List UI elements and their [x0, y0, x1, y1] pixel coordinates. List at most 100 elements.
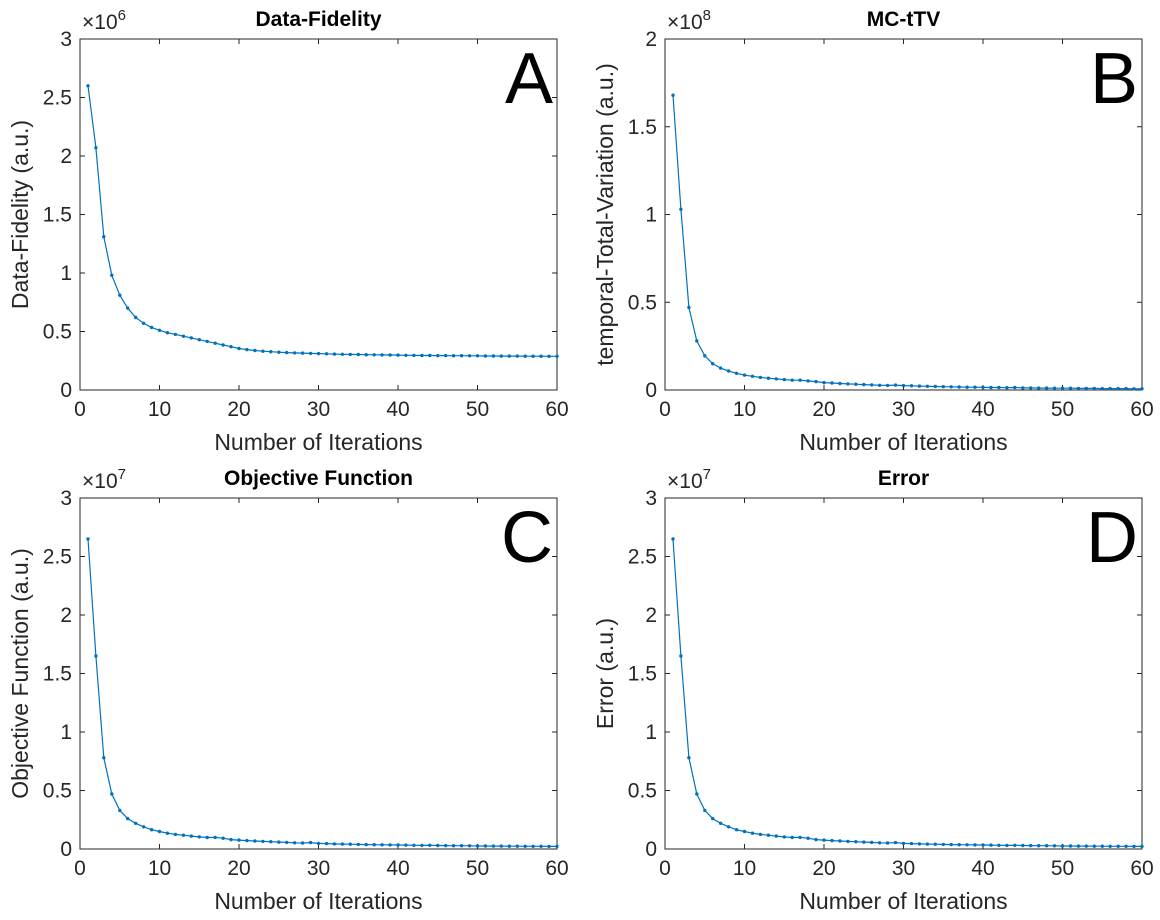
data-point [917, 842, 922, 846]
data-point [467, 354, 472, 358]
data-point [412, 353, 416, 358]
data-point [981, 843, 985, 847]
y-exponent-base: ×10 [667, 11, 703, 34]
data-point [1068, 386, 1073, 390]
x-tick-label: 30 [307, 398, 330, 421]
data-point [703, 354, 707, 358]
data-point [798, 378, 802, 382]
data-point [1132, 387, 1136, 391]
data-point [814, 837, 818, 842]
x-tick-label: 0 [659, 857, 671, 880]
data-point [711, 362, 715, 366]
data-point [822, 838, 826, 842]
data-point [1021, 386, 1025, 390]
data-point [989, 385, 993, 390]
data-point [292, 841, 297, 845]
data-point [483, 844, 488, 848]
data-point [515, 844, 519, 848]
data-point [758, 375, 763, 380]
y-tick-label: 1.5 [628, 116, 657, 139]
y-tick-label: 2.5 [43, 87, 72, 110]
axes-box [79, 38, 558, 391]
data-point [679, 654, 683, 658]
data-point [245, 838, 249, 843]
x-tick-label: 20 [812, 398, 835, 421]
data-point [1037, 386, 1041, 390]
data-point [1124, 386, 1128, 391]
data-point [703, 808, 707, 813]
data-point [711, 816, 715, 821]
data-point [300, 351, 305, 355]
y-tick-label: 2 [645, 604, 657, 627]
data-point [822, 380, 826, 385]
x-tick-label: 50 [466, 398, 489, 421]
data-point [695, 792, 699, 796]
data-point [261, 839, 265, 844]
y-tick-label: 0 [645, 379, 657, 402]
data-point [444, 353, 448, 358]
data-point [181, 833, 186, 837]
data-point [412, 843, 416, 847]
data-point [965, 843, 969, 847]
data-point [806, 379, 810, 383]
data-point [118, 808, 122, 813]
data-point [372, 353, 376, 357]
data-point [1060, 386, 1065, 390]
data-point [507, 354, 511, 358]
data-point [499, 354, 503, 358]
data-point [149, 828, 154, 832]
data-point [1052, 844, 1057, 848]
series-line [672, 95, 1142, 390]
data-point [774, 377, 778, 381]
data-point [1100, 386, 1105, 391]
y-exponent-label: ×107 [82, 466, 126, 493]
data-point [531, 354, 535, 358]
data-point [1044, 386, 1049, 390]
x-tick-label: 0 [659, 398, 671, 421]
x-tick-label: 10 [733, 398, 756, 421]
data-point [348, 352, 352, 357]
data-point [1060, 844, 1065, 848]
data-point [165, 331, 170, 335]
panel-letter: D [1086, 498, 1138, 578]
chart-panel-a: 0 10 20 30 40 50 60 0 0.5 1 1.5 2 2.5 3 ×106 Data-Fidel… [7, 7, 569, 455]
data-point [221, 836, 225, 840]
data-point [917, 384, 922, 388]
panel-letter: B [1090, 39, 1138, 119]
data-point [388, 353, 392, 357]
data-point [94, 146, 98, 150]
x-axis-label: Number of Iterations [799, 429, 1007, 455]
data-point [269, 840, 273, 844]
data-point [134, 315, 138, 320]
y-tick-label: 3 [645, 487, 657, 510]
data-point [870, 840, 874, 845]
data-point [941, 842, 945, 847]
data-point [523, 844, 527, 848]
x-tick-label: 40 [971, 857, 994, 880]
data-point [734, 371, 739, 375]
chart-panel-c: 0 10 20 30 40 50 60 0 0.5 1 1.5 2 2.5 3 ×107 Objective … [7, 466, 569, 914]
y-tick-label: 2 [60, 604, 72, 627]
y-tick-label: 0 [60, 379, 72, 402]
x-tick-label: 20 [812, 857, 835, 880]
y-exponent-power: 6 [118, 7, 126, 24]
y-exponent-base: ×10 [82, 11, 118, 34]
data-point [1092, 844, 1097, 848]
data-point [877, 383, 882, 387]
data-point [388, 843, 392, 847]
data-point [1132, 844, 1136, 849]
x-tick-label: 40 [971, 398, 994, 421]
data-point [957, 385, 961, 389]
series-line [87, 85, 557, 357]
data-point [1021, 843, 1025, 848]
data-point [925, 842, 930, 846]
x-axis-label: Number of Iterations [799, 888, 1007, 914]
data-point [221, 343, 225, 347]
y-tick-label: 1 [645, 204, 657, 227]
data-point [475, 354, 480, 358]
data-point [718, 366, 723, 370]
data-point [451, 844, 456, 848]
data-point [997, 385, 1001, 390]
data-point [941, 385, 945, 389]
data-point [1029, 386, 1033, 390]
